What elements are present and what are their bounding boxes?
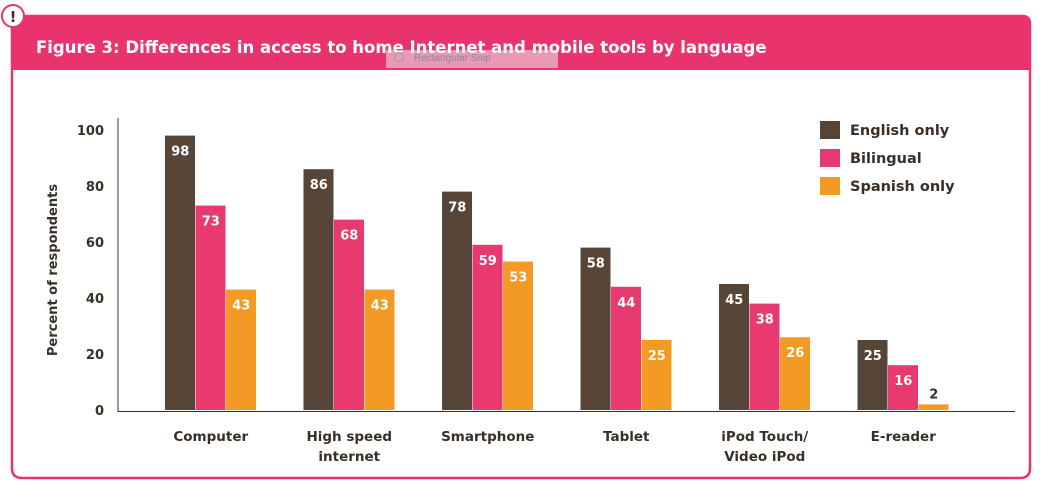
x-tick-label: Tablet [603, 429, 650, 445]
rectangular-snip-overlay: Rectangular Snip [386, 50, 558, 68]
y-tick-label: 80 [86, 180, 104, 195]
snip-label: Rectangular Snip [414, 53, 491, 64]
x-tick-label: Smartphone [441, 429, 534, 445]
bar-value-label: 86 [310, 178, 328, 193]
bar-spanish-only [503, 261, 533, 410]
bar-value-label: 38 [756, 313, 774, 328]
bars: 98 73 43 86 68 43 78 59 53 58 44 25 45 38 26 25 16 2 [165, 135, 949, 410]
x-tick-labels: Computer High speed internet Smartphone Tabl… [173, 429, 936, 465]
bar-english-only [442, 191, 472, 410]
bar-bilingual [195, 205, 226, 410]
x-tick-label: internet [318, 449, 380, 465]
bar-value-label: 53 [509, 271, 527, 286]
bar-value-label: 43 [232, 299, 250, 314]
y-tick-label: 40 [86, 292, 104, 307]
bar-english-only [857, 340, 888, 410]
y-tick-label: 0 [95, 404, 104, 419]
bar-value-label: 98 [171, 145, 189, 160]
y-tick-label: 100 [77, 124, 104, 139]
bar-english-only [303, 169, 334, 410]
legend-swatch [820, 149, 840, 167]
bar-value-label: 43 [371, 299, 389, 314]
bar-value-label: 26 [786, 346, 804, 361]
x-tick-label: iPod Touch/ [721, 429, 808, 445]
y-tick-label: 60 [86, 236, 104, 251]
bar-value-label: 44 [617, 296, 635, 311]
x-tick-label: Computer [173, 429, 248, 445]
bar-value-label: 2 [929, 387, 938, 402]
legend-label: English only [850, 123, 950, 139]
legend-label: Bilingual [850, 151, 922, 167]
badge-circle [1, 4, 25, 28]
bar-value-label: 45 [725, 293, 743, 308]
bar-value-label: 78 [448, 201, 466, 216]
bar-english-only [580, 247, 611, 410]
bar-spanish-only [918, 404, 949, 410]
y-axis-label: Percent of respondents [46, 184, 61, 356]
bar-spanish-only [780, 337, 810, 410]
bar-bilingual [472, 244, 503, 410]
legend: English only Bilingual Spanish only [820, 121, 955, 195]
legend-label: Spanish only [850, 179, 955, 195]
badge-exclamation: ! [10, 8, 17, 26]
bar-bilingual [611, 286, 641, 410]
bar-spanish-only [641, 340, 672, 410]
bar-bilingual [749, 303, 780, 410]
y-tick-label: 20 [86, 348, 104, 363]
bar-english-only [165, 135, 195, 410]
bar-spanish-only [364, 289, 395, 410]
y-ticks: 0 20 40 60 80 100 [77, 124, 104, 419]
bar-value-label: 16 [894, 374, 912, 389]
x-tick-label: High speed [306, 429, 392, 445]
bar-value-label: 25 [864, 349, 882, 364]
bar-bilingual [888, 365, 918, 410]
legend-swatch [820, 177, 840, 195]
bar-value-label: 58 [587, 257, 605, 272]
bar-value-label: 73 [202, 215, 220, 230]
title-banner [12, 16, 1030, 70]
bar-value-label: 25 [648, 349, 666, 364]
x-tick-label: E-reader [871, 429, 937, 445]
bar-bilingual [334, 219, 364, 410]
legend-swatch [820, 121, 840, 139]
snip-icon [394, 52, 404, 62]
bar-value-label: 59 [479, 254, 497, 269]
bar-value-label: 68 [340, 229, 358, 244]
x-tick-label: Video iPod [724, 449, 805, 465]
bar-english-only [719, 284, 749, 410]
chart-title: Figure 3: Differences in access to home … [36, 38, 767, 57]
bar-spanish-only [226, 289, 256, 410]
